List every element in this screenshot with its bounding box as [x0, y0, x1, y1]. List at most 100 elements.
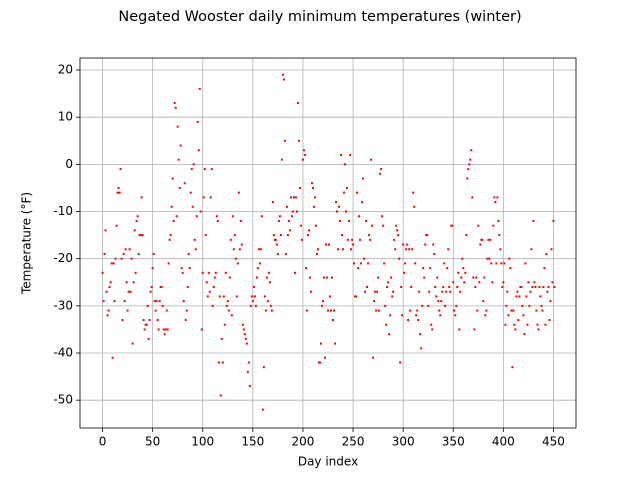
point: [395, 224, 398, 227]
point: [227, 309, 230, 312]
point: [182, 300, 185, 303]
point: [517, 318, 520, 321]
point: [453, 309, 456, 312]
point: [460, 276, 463, 279]
point: [441, 290, 444, 293]
point: [118, 191, 121, 194]
point: [474, 285, 477, 288]
point: [466, 177, 469, 180]
point: [520, 285, 523, 288]
point: [271, 201, 274, 204]
point: [403, 271, 406, 274]
point: [123, 300, 126, 303]
point: [254, 304, 257, 307]
point: [380, 168, 383, 171]
point: [206, 295, 209, 298]
point: [179, 144, 182, 147]
point: [544, 323, 547, 326]
point: [463, 281, 466, 284]
point: [180, 267, 183, 270]
point: [464, 271, 467, 274]
point: [207, 271, 210, 274]
point: [545, 252, 548, 255]
point: [263, 295, 266, 298]
point: [405, 248, 408, 251]
point: [387, 281, 390, 284]
point: [264, 309, 267, 312]
point: [185, 309, 188, 312]
point: [458, 328, 461, 331]
point: [457, 271, 460, 274]
point: [452, 281, 455, 284]
point: [513, 323, 516, 326]
point: [174, 106, 177, 109]
point: [352, 243, 355, 246]
point: [432, 243, 435, 246]
point: [192, 163, 195, 166]
point: [178, 186, 181, 189]
point: [133, 229, 136, 232]
point: [298, 186, 301, 189]
point: [104, 229, 107, 232]
point: [372, 356, 375, 359]
point: [355, 295, 358, 298]
point: [526, 323, 529, 326]
plot-frame: [79, 57, 577, 429]
y-tick-label: -20: [53, 251, 73, 265]
point: [409, 309, 412, 312]
point: [200, 328, 203, 331]
point: [335, 201, 338, 204]
point: [273, 238, 276, 241]
point: [476, 309, 479, 312]
x-tick-label: 250: [342, 435, 365, 449]
point: [491, 281, 494, 284]
point: [364, 290, 367, 293]
point: [396, 229, 399, 232]
point: [462, 267, 465, 270]
point: [294, 196, 297, 199]
point: [140, 196, 143, 199]
x-tick-label: 200: [291, 435, 314, 449]
point: [269, 304, 272, 307]
point: [533, 281, 536, 284]
point: [216, 219, 219, 222]
point: [379, 172, 382, 175]
point: [388, 333, 391, 336]
point: [428, 290, 431, 293]
x-tick-label: 50: [145, 435, 160, 449]
point: [141, 234, 144, 237]
point: [506, 290, 509, 293]
point: [229, 238, 232, 241]
point: [223, 323, 226, 326]
point: [248, 385, 251, 388]
point: [319, 342, 322, 345]
point: [549, 300, 552, 303]
point: [373, 300, 376, 303]
point: [242, 328, 245, 331]
point: [404, 262, 407, 265]
point: [304, 267, 307, 270]
point: [114, 257, 117, 260]
point: [341, 234, 344, 237]
point: [311, 186, 314, 189]
point: [427, 304, 430, 307]
point: [521, 304, 524, 307]
point: [175, 215, 178, 218]
point: [232, 248, 235, 251]
point: [201, 271, 204, 274]
point: [187, 252, 190, 255]
point: [451, 224, 454, 227]
point: [507, 314, 510, 317]
point: [132, 281, 135, 284]
point: [346, 186, 349, 189]
point: [522, 314, 525, 317]
point: [246, 370, 249, 373]
point: [161, 304, 164, 307]
point: [434, 285, 437, 288]
point: [199, 210, 202, 213]
point: [411, 248, 414, 251]
point: [268, 281, 271, 284]
point: [283, 139, 286, 142]
y-axis-label: Temperature (°F): [20, 192, 34, 295]
point: [456, 285, 459, 288]
